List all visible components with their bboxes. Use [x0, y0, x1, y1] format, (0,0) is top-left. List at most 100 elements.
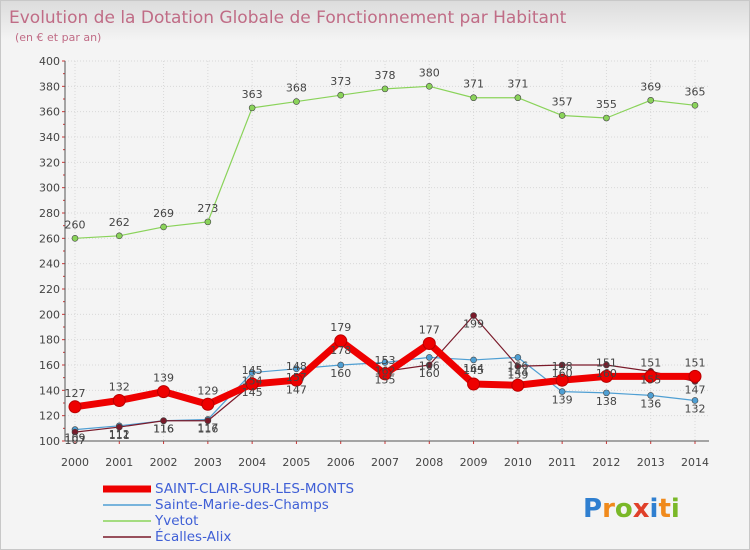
- data-label: 160: [419, 367, 440, 380]
- data-point: [647, 392, 655, 399]
- y-tick-label: 380: [39, 80, 60, 93]
- legend: SAINT-CLAIR-SUR-LES-MONTSSainte-Marie-de…: [103, 481, 354, 545]
- data-label: 179: [330, 321, 351, 334]
- data-point: [558, 388, 566, 395]
- legend-label: Sainte-Marie-des-Champs: [155, 497, 329, 513]
- data-point: [115, 423, 123, 431]
- data-point: [691, 397, 699, 404]
- data-point: [425, 83, 433, 90]
- data-point: [248, 369, 256, 376]
- x-tick-label: 2006: [327, 456, 355, 469]
- data-point: [691, 102, 699, 109]
- data-label: 378: [375, 69, 396, 82]
- data-label: 145: [463, 364, 484, 377]
- data-label: 160: [330, 367, 351, 380]
- data-point: [514, 354, 522, 361]
- data-point: [470, 356, 477, 364]
- data-label: 153: [375, 354, 396, 367]
- data-label: 369: [640, 80, 661, 93]
- data-point: [647, 96, 655, 104]
- data-label: 177: [419, 323, 440, 336]
- y-tick-label: 140: [39, 384, 60, 397]
- data-point: [511, 378, 525, 392]
- data-label: 144: [507, 365, 528, 378]
- x-tick-label: 2014: [681, 456, 709, 469]
- data-label: 132: [685, 402, 706, 415]
- data-label: 160: [552, 367, 573, 380]
- data-label: 357: [552, 95, 573, 108]
- legend-label: SAINT-CLAIR-SUR-LES-MONTS: [155, 481, 354, 497]
- chart-title: Evolution de la Dotation Globale de Fonc…: [9, 8, 567, 28]
- y-tick-label: 360: [39, 106, 60, 119]
- legend-label: Écalles-Alix: [155, 528, 231, 545]
- data-label: 273: [197, 202, 218, 215]
- y-tick-label: 280: [39, 207, 60, 220]
- data-point: [425, 354, 433, 361]
- x-tick-label: 2012: [592, 456, 620, 469]
- data-point: [201, 397, 215, 411]
- legend-label: Yvetot: [154, 513, 198, 529]
- data-point: [467, 377, 481, 391]
- data-label: 107: [65, 434, 86, 447]
- data-point: [157, 385, 171, 399]
- data-label: 112: [109, 428, 130, 441]
- logo-letter: o: [615, 494, 633, 524]
- logo-letter: i: [671, 494, 680, 524]
- data-label: 371: [463, 78, 484, 91]
- data-point: [160, 417, 167, 425]
- x-tick-label: 2008: [415, 456, 443, 469]
- data-label: 159: [507, 368, 528, 381]
- data-label: 151: [685, 356, 706, 369]
- data-point: [378, 367, 392, 381]
- data-label: 199: [463, 318, 484, 331]
- data-point: [112, 393, 126, 407]
- data-point: [71, 235, 79, 242]
- y-tick-label: 200: [39, 308, 60, 321]
- x-tick-label: 2007: [371, 456, 399, 469]
- data-label: 129: [197, 384, 218, 397]
- y-tick-label: 180: [39, 334, 60, 347]
- data-label: 138: [596, 395, 617, 408]
- data-point: [160, 223, 167, 231]
- data-label: 155: [640, 373, 661, 386]
- data-label: 260: [65, 218, 86, 231]
- data-label: 373: [330, 75, 351, 88]
- data-point: [337, 361, 345, 369]
- x-tick-label: 2013: [637, 456, 665, 469]
- data-point: [381, 85, 389, 93]
- data-point: [293, 365, 300, 373]
- data-label: 145: [242, 386, 263, 399]
- x-tick-label: 2001: [105, 456, 133, 469]
- data-point: [204, 218, 212, 226]
- x-tick-label: 2004: [238, 456, 266, 469]
- y-tick-label: 100: [39, 435, 60, 448]
- data-point: [470, 312, 477, 319]
- y-tick-label: 400: [39, 55, 60, 68]
- data-label: 116: [197, 423, 218, 436]
- data-label: 147: [685, 383, 706, 396]
- data-label: 145: [242, 364, 263, 377]
- data-label: 178: [330, 344, 351, 357]
- logo-letter: x: [633, 494, 650, 524]
- data-label: 166: [419, 359, 440, 372]
- axes: 100 120 140 160 180 200 220 240 260 280 300 320 340 3…: [39, 55, 709, 469]
- y-tick-label: 120: [39, 410, 60, 423]
- chart-subtitle: (en € et par an): [15, 31, 101, 44]
- data-label: 380: [419, 66, 440, 79]
- y-tick-label: 320: [39, 156, 60, 169]
- y-tick-label: 160: [39, 359, 60, 372]
- data-label: 262: [109, 216, 130, 229]
- data-point: [603, 114, 610, 122]
- data-label: 157: [286, 371, 307, 384]
- x-tick-label: 2009: [460, 456, 488, 469]
- data-label: 148: [552, 360, 573, 373]
- logo-letter: t: [658, 494, 670, 524]
- data-label: 151: [640, 356, 661, 369]
- data-label: 116: [153, 423, 174, 436]
- data-label: 166: [507, 359, 528, 372]
- data-point: [334, 334, 348, 348]
- data-label: 139: [153, 372, 174, 385]
